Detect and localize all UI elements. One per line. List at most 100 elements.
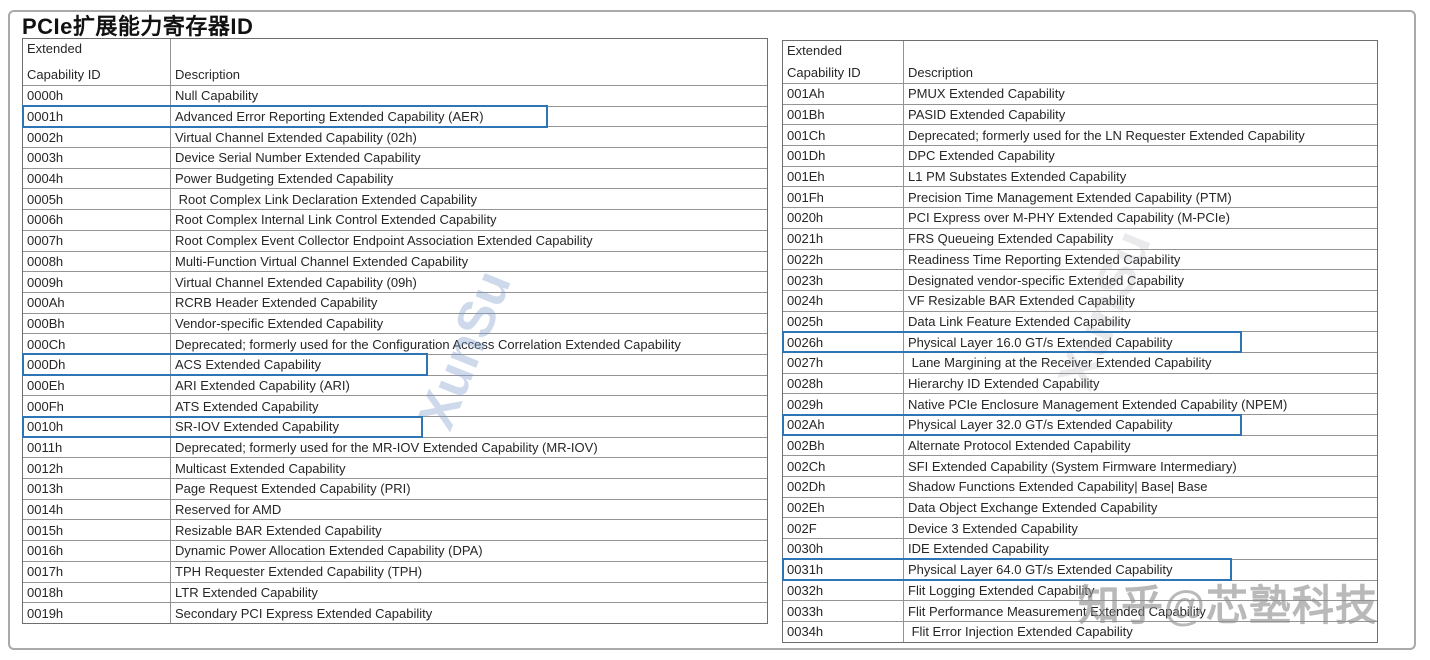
description-cell: Deprecated; formerly used for the LN Req… [908,127,1305,143]
table-row: 0000h Null Capability [23,85,767,106]
table-row: 0018h LTR Extended Capability [23,581,767,603]
capability-id-cell: 0023h [783,270,904,290]
capability-id-cell: 001Fh [783,187,904,208]
description-cell: Resizable BAR Extended Capability [175,522,382,538]
description-cell: ATS Extended Capability [175,398,319,414]
table-row: 0030h IDE Extended Capability [783,538,1377,559]
capability-id-cell: 0027h [783,352,904,373]
table-row: 0011h Deprecated; formerly used for the M… [23,436,767,458]
table-row: 0009h Virtual Channel Extended Capability… [23,271,767,292]
table-row: 0017h TPH Requester Extended Capability (… [23,560,767,582]
capability-id-cell: 0025h [783,311,904,332]
table-row: 0016h Dynamic Power Allocation Extended C… [23,540,767,561]
capability-id-cell: 0002h [23,127,171,148]
description-cell: Power Budgeting Extended Capability [175,171,394,187]
capability-id-cell: 002Ah [783,415,904,435]
description-cell: LTR Extended Capability [175,584,318,600]
description-cell: Root Complex Event Collector Endpoint As… [175,233,593,249]
table-row: 0013h Page Request Extended Capability (P… [23,478,767,499]
table-row: 001Bh PASID Extended Capability [783,103,1377,125]
capability-id-cell: 0006h [23,210,171,230]
capability-id-cell: 0014h [23,499,171,520]
description-cell: Hierarchy ID Extended Capability [908,375,1100,391]
extended-capability-table-left: Extended Capability ID Description 0000h Nul… [22,38,768,624]
capability-id-cell: 0019h [23,603,171,623]
capability-id-cell: 000Bh [23,313,171,334]
table-row: 001Ah PMUX Extended Capability [783,83,1377,104]
table-row: 002Eh Data Object Exchange Extended Capab… [783,496,1377,518]
table-row: 0022h Readiness Time Reporting Extended C… [783,248,1377,270]
table-row: 0007h Root Complex Event Collector Endpoi… [23,229,767,251]
capability-id-cell: 001Bh [783,104,904,125]
table-row: 0019h Secondary PCI Express Extended Capa… [23,602,767,623]
header-line: Extended [787,43,842,58]
description-cell: PASID Extended Capability [908,107,1066,123]
description-cell: Deprecated; formerly used for the Config… [175,336,681,352]
description-cell: FRS Queueing Extended Capability [908,231,1114,247]
table-row: 0015h Resizable BAR Extended Capability [23,519,767,541]
table-row: 0002h Virtual Channel Extended Capability… [23,126,767,148]
capability-id-cell: 0031h [783,559,904,580]
description-cell: DPC Extended Capability [908,148,1055,164]
description-header-cell: Description [908,65,974,80]
description-cell: Flit Logging Extended Capability [908,582,1095,598]
description-cell: Physical Layer 64.0 GT/s Extended Capabi… [908,562,1173,578]
capability-id-cell: 000Eh [23,375,171,396]
table-row: 000Bh Vendor-specific Extended Capability [23,312,767,334]
capability-id-cell: 0020h [783,208,904,228]
capability-id-cell: 002F [783,518,904,539]
description-cell: Device 3 Extended Capability [908,520,1078,536]
capability-id-cell: 0000h [23,86,171,106]
description-cell: RCRB Header Extended Capability [175,295,378,311]
table-row: 0001h Advanced Error Reporting Extended C… [22,105,767,128]
description-cell: Lane Margining at the Receiver Extended … [908,355,1212,371]
capability-id-cell: 0021h [783,228,904,249]
capability-id-cell: 0007h [23,230,171,251]
description-cell: Device Serial Number Extended Capability [175,150,421,166]
capability-id-cell: 000Ch [23,334,171,354]
capability-id-cell: 0011h [23,437,171,458]
capability-id-cell: 0009h [23,272,171,292]
description-cell: Data Object Exchange Extended Capability [908,500,1158,516]
description-cell: Vendor-specific Extended Capability [175,315,384,331]
header-line: Capability ID [787,65,861,80]
description-cell: ACS Extended Capability [175,357,321,373]
table-row: 0010h SR-IOV Extended Capability [22,415,767,439]
table-row: 0012h Multicast Extended Capability [23,457,767,479]
table-row: 000Fh ATS Extended Capability [23,395,767,416]
description-cell: Secondary PCI Express Extended Capabilit… [175,605,433,621]
capability-id-cell: 0015h [23,520,171,541]
table-row: 002Dh Shadow Functions Extended Capabilit… [783,476,1377,497]
watermark-bottom-right: 知乎@芯塾科技 [1078,582,1378,629]
capability-id-cell: 0034h [783,621,904,642]
capability-id-cell: 001Eh [783,166,904,187]
description-cell: Advanced Error Reporting Extended Capabi… [175,109,484,125]
description-cell: Virtual Channel Extended Capability (02h… [175,129,417,145]
capability-id-cell: 0022h [783,249,904,270]
description-cell: Null Capability [175,88,259,104]
table-row: 000Ch Deprecated; formerly used for the C… [23,333,767,354]
table-row: 002Ch SFI Extended Capability (System Fir… [783,455,1377,477]
capability-id-cell: 002Bh [783,435,904,456]
capability-id-cell: 002Ch [783,456,904,477]
description-cell: Root Complex Internal Link Control Exten… [175,212,497,228]
description-cell: L1 PM Substates Extended Capability [908,169,1127,185]
description-cell: Page Request Extended Capability (PRI) [175,481,411,497]
capability-id-cell: 0012h [23,458,171,479]
description-cell: Flit Error Injection Extended Capability [908,624,1133,640]
outer-frame [8,10,1416,650]
capability-id-cell: 001Ch [783,125,904,146]
capability-id-cell: 0010h [23,417,171,437]
capability-id-cell: 0005h [23,189,171,210]
capability-id-cell: 002Dh [783,477,904,497]
capability-id-cell: 0018h [23,582,171,603]
capability-id-cell: 002Eh [783,497,904,518]
capability-id-cell: 000Dh [23,354,171,375]
description-cell: Alternate Protocol Extended Capability [908,438,1131,454]
table-row: 0004h Power Budgeting Extended Capability [23,167,767,189]
description-cell: TPH Requester Extended Capability (TPH) [175,564,423,580]
table-row: 000Dh ACS Extended Capability [22,353,767,377]
table-header-row: Extended Capability ID Description [23,39,767,85]
table-row: 0029h Native PCIe Enclosure Management Ex… [783,393,1377,414]
description-cell: Multi-Function Virtual Channel Extended … [175,253,469,269]
